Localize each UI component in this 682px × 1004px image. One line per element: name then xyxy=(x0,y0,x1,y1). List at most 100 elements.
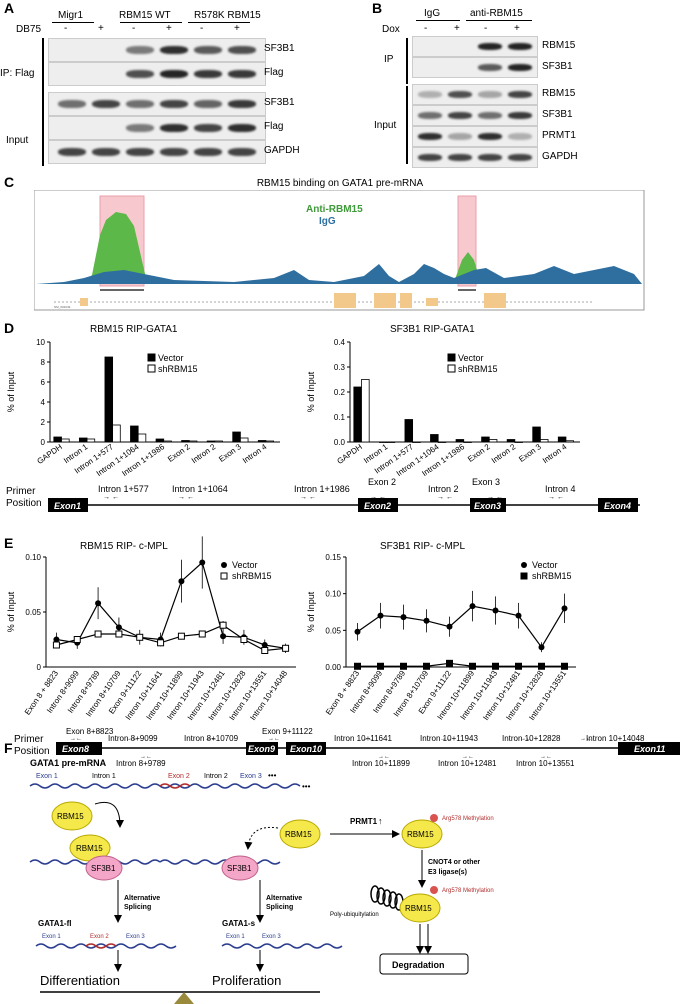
data-point xyxy=(354,628,361,635)
svg-text:CNOT4 or other: CNOT4 or other xyxy=(428,859,480,866)
panel-label-a: A xyxy=(4,0,15,16)
bar xyxy=(163,440,172,443)
y-tick-label: 0.10 xyxy=(25,553,41,562)
data-point xyxy=(515,662,522,670)
bar xyxy=(257,440,267,443)
blot-band xyxy=(478,42,502,51)
data-point xyxy=(220,633,227,640)
blot-band xyxy=(448,132,472,141)
input-label: Input xyxy=(374,120,397,131)
bracket xyxy=(406,86,408,164)
treatment-sign: - xyxy=(484,23,488,34)
data-point xyxy=(95,600,102,607)
bar xyxy=(181,440,190,443)
svg-text:→ ←: → ← xyxy=(548,494,564,501)
svg-text:→←: →← xyxy=(540,754,552,760)
data-point xyxy=(261,647,269,654)
data-point xyxy=(400,614,407,621)
treatment-sign: + xyxy=(234,23,240,34)
bar xyxy=(214,440,223,443)
svg-text:↑: ↑ xyxy=(378,816,383,826)
exon-label: Exon8 xyxy=(62,744,89,754)
splicing-model-diagram: GATA1 pre-mRNA Exon 1 Intron 1 Exon 2 In… xyxy=(29,758,494,1004)
blot-band xyxy=(58,147,86,157)
svg-text:→←: →← xyxy=(70,736,82,742)
blot-band xyxy=(126,99,154,109)
premrna-wave xyxy=(29,783,301,789)
blot-strip xyxy=(48,140,266,164)
primer-label: Intron 1+1064 xyxy=(172,484,228,494)
svg-text:→ ←: → ← xyxy=(370,494,386,501)
legend-igg: IgG xyxy=(319,216,336,227)
exon-label: Exon3 xyxy=(474,501,501,511)
bar xyxy=(86,438,96,443)
blot-band xyxy=(160,99,188,109)
group-label-rbm15-wt: RBM15 WT xyxy=(119,10,171,21)
blot-label: GAPDH xyxy=(264,145,300,156)
bar xyxy=(412,441,421,443)
series-line xyxy=(357,605,566,649)
primer-label: Intron 10+11943 xyxy=(420,734,478,743)
bar xyxy=(514,441,523,443)
blot-label: SF3B1 xyxy=(542,108,573,120)
svg-text:Arg578 Methylation: Arg578 Methylation xyxy=(442,888,494,894)
rbm15-binding-track: NM_002049 xyxy=(34,190,645,311)
y-tick-label: 0.1 xyxy=(334,413,346,422)
svg-text:SF3B1: SF3B1 xyxy=(91,864,116,873)
bar xyxy=(488,439,498,443)
series-line xyxy=(357,662,565,667)
y-axis-label: % of Input xyxy=(6,591,16,632)
blot-band xyxy=(448,153,472,162)
treatment-sign: - xyxy=(64,23,68,34)
group-underline xyxy=(416,20,460,21)
exon-label: Exon4 xyxy=(604,501,631,511)
treatment-sign: - xyxy=(132,23,136,34)
bar xyxy=(455,439,465,443)
svg-text:PRMT1: PRMT1 xyxy=(350,817,378,826)
data-point xyxy=(469,662,476,670)
blot-band xyxy=(478,63,502,72)
blot-band xyxy=(194,99,222,109)
blot-band xyxy=(228,45,256,55)
data-point xyxy=(282,644,290,652)
data-point xyxy=(53,636,60,643)
svg-text:GATA1-s: GATA1-s xyxy=(222,919,256,928)
legend-swatch xyxy=(520,572,528,580)
svg-text:Proliferation: Proliferation xyxy=(212,973,281,988)
legend-label: Vector xyxy=(232,560,258,570)
data-point xyxy=(52,641,60,649)
svg-text:Exon 2: Exon 2 xyxy=(168,773,190,780)
primer-label: Intron 2 xyxy=(428,484,459,494)
blot-band xyxy=(160,69,188,79)
igg-track xyxy=(36,264,642,284)
data-point xyxy=(136,633,144,641)
legend-label: shRBM15 xyxy=(458,364,498,374)
primer-label: Intron 1+1986 xyxy=(294,484,350,494)
primer-label: Intron 1+577 xyxy=(98,484,149,494)
bracket xyxy=(406,38,408,84)
exon-label: Exon11 xyxy=(634,744,665,754)
svg-text:Intron 1: Intron 1 xyxy=(92,773,116,780)
exon-box xyxy=(598,498,638,512)
legend-swatch xyxy=(447,364,456,373)
bar xyxy=(565,440,575,443)
svg-text:Differentiation: Differentiation xyxy=(40,973,120,988)
blot-band xyxy=(92,147,120,157)
data-point xyxy=(492,607,499,614)
panel-label-d: D xyxy=(4,320,15,336)
svg-text:RBM15: RBM15 xyxy=(407,830,434,839)
blot-strip xyxy=(412,36,538,57)
blot-band xyxy=(418,111,442,120)
fulcrum xyxy=(174,992,194,1004)
x-tick-label: Exon 2 xyxy=(466,442,492,464)
primer-label: Intron 10+14048 xyxy=(586,734,645,743)
sf3b1-rip-gata1-chart: SF3B1 RIP-GATA1 0.0 0.1 0.2 0.3 0.4 % of Input… xyxy=(306,324,580,478)
sign-row: - + - + - + xyxy=(44,23,254,35)
data-point xyxy=(538,644,545,651)
data-point xyxy=(561,605,568,612)
svg-text:→ ←: → ← xyxy=(178,494,194,501)
y-tick-label: 0.0 xyxy=(334,438,346,447)
bar xyxy=(239,437,249,443)
group-label-migr1: Migr1 xyxy=(58,10,84,21)
legend-swatch xyxy=(447,353,456,362)
